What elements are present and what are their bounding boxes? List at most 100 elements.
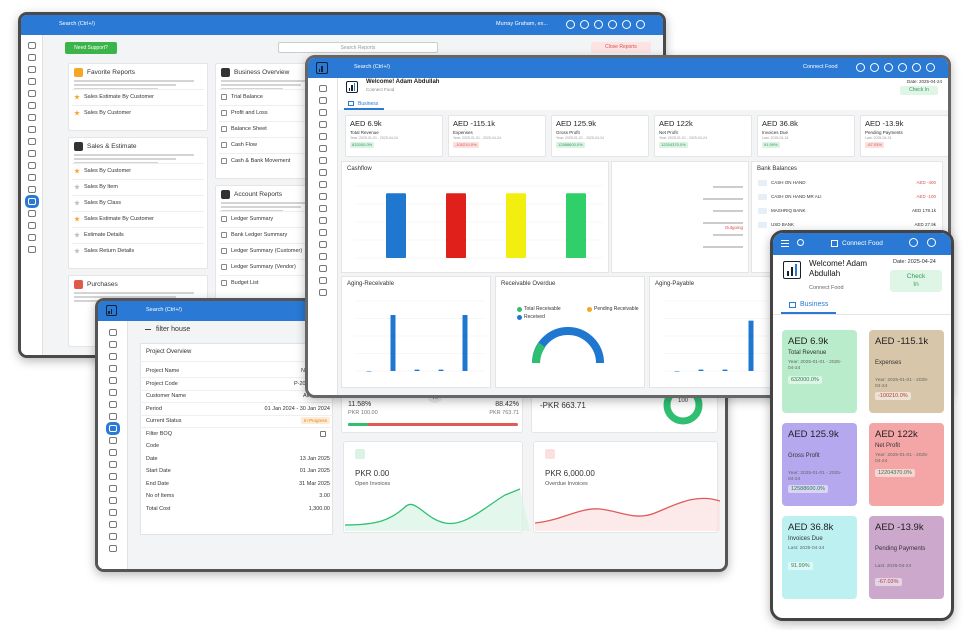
item-divider	[72, 89, 204, 90]
sidebar-icon	[28, 42, 36, 49]
logo-bar	[108, 311, 110, 315]
item-divider	[219, 153, 329, 154]
item-icon	[221, 248, 227, 254]
report-item: Trial Balance	[231, 94, 263, 100]
sidebar-icon	[28, 54, 36, 61]
field-value: 31 Mar 2025	[299, 480, 330, 487]
report-item: Estimate Details	[84, 232, 124, 238]
header-icon	[909, 238, 918, 247]
header-icon	[884, 63, 893, 72]
progress-fill	[348, 423, 368, 426]
back-title: filter house	[156, 326, 191, 333]
pending-amount: PKR 763.71	[489, 410, 519, 416]
kpi-card	[860, 115, 948, 157]
report-section	[68, 63, 208, 131]
progress-track	[348, 423, 518, 426]
sidebar-icon	[109, 485, 117, 492]
section-title: Sales & Estimate	[87, 143, 137, 150]
receivable-overdue-panel-title: Receivable Overdue	[501, 281, 556, 287]
summary-line	[703, 246, 743, 248]
cashflow-panel-title: Cashflow	[347, 166, 372, 172]
bar	[698, 369, 704, 371]
overdue-sparkline	[535, 497, 720, 531]
menu-line	[781, 243, 789, 245]
sidebar-icon	[28, 114, 36, 121]
item-divider	[72, 243, 204, 244]
bar	[446, 193, 466, 258]
need-support-button: Need Support?	[65, 42, 117, 54]
report-item: Bank Ledger Summary	[231, 232, 288, 238]
kpi-change: -67.03%	[875, 578, 902, 586]
kpi-change: 632000.0%	[350, 142, 375, 148]
edit-icon	[320, 430, 326, 437]
welcome-subtitle: Connect Food	[366, 87, 395, 92]
back-arrow	[145, 329, 151, 331]
kpi-label: Total Revenue	[788, 350, 827, 356]
field-divider	[140, 377, 333, 378]
field-label: Customer Name	[146, 393, 187, 399]
report-item: Sales By Item	[84, 184, 118, 190]
sidebar-icon	[28, 174, 36, 181]
item-divider	[72, 163, 204, 164]
panel-divider	[140, 361, 333, 362]
item-divider	[72, 195, 204, 196]
field-label: Date	[146, 455, 158, 462]
field-label: Total Cost	[146, 505, 171, 512]
logo-bar	[348, 87, 351, 92]
sidebar-icon	[319, 97, 327, 104]
item-divider	[72, 179, 204, 180]
report-item: Balance Sheet	[231, 126, 267, 132]
sidebar-icon	[109, 521, 117, 528]
item-divider	[219, 243, 329, 244]
kpi-label: Invoices Due	[762, 130, 789, 135]
field-label: Start Date	[146, 468, 171, 474]
header-icon	[856, 63, 865, 72]
logo	[316, 62, 328, 74]
overdue-label: Overdue Invoices	[545, 481, 588, 487]
sidebar-icon	[109, 473, 117, 480]
sparkline	[535, 497, 720, 524]
report-item: Ledger Summary (Customer)	[231, 248, 303, 254]
kpi-label: Gross Profit	[788, 453, 820, 459]
item-divider	[219, 259, 329, 260]
section-title: Favorite Reports	[87, 69, 136, 76]
legend-dot	[517, 315, 522, 320]
bar	[390, 315, 396, 371]
kpi-value: AED 122k	[659, 119, 693, 128]
bar	[566, 193, 586, 258]
logo	[346, 81, 358, 93]
item-divider	[219, 227, 329, 228]
cashflow-panel	[341, 161, 609, 273]
bank-name: CASH ON HAND MR ALI	[771, 194, 822, 199]
sidebar-icon	[28, 186, 36, 193]
report-item: Sales By Customer	[84, 168, 132, 174]
kpi-period: Last: 2025-04-24	[788, 546, 825, 551]
field-label: Project Name	[146, 368, 180, 374]
field-label: Current Status	[146, 418, 182, 424]
bank-amount: AED -400	[916, 180, 936, 185]
header-icon	[870, 63, 879, 72]
cashflow-summary	[611, 161, 749, 273]
section-icon	[74, 68, 83, 77]
bar	[506, 193, 526, 258]
section-title: Account Reports	[234, 191, 283, 198]
header-icon	[912, 63, 921, 72]
kpi-change: 91.99%	[788, 562, 813, 570]
sidebar-icon	[28, 126, 36, 133]
sidebar-icon	[319, 277, 327, 284]
description-line	[221, 206, 301, 208]
sidebar-icon	[319, 205, 327, 212]
kpi-change: -100210.0%	[875, 392, 911, 400]
item-divider	[72, 211, 204, 212]
mobile-window: Connect Food Welcome! Adam Abdullah Connec…	[770, 230, 954, 621]
project-window: Search (Ctrl+/) filter house Project Overv…	[95, 298, 728, 572]
header-icon	[636, 20, 645, 29]
kpi-change: 12204370.0%	[875, 469, 915, 477]
menu-line	[781, 240, 789, 242]
kpi-change: 91.99%	[762, 142, 780, 148]
bar	[386, 193, 406, 258]
sidebar-icon	[319, 169, 327, 176]
sidebar-icon	[109, 377, 117, 384]
logo	[783, 261, 801, 279]
bar	[748, 320, 754, 371]
